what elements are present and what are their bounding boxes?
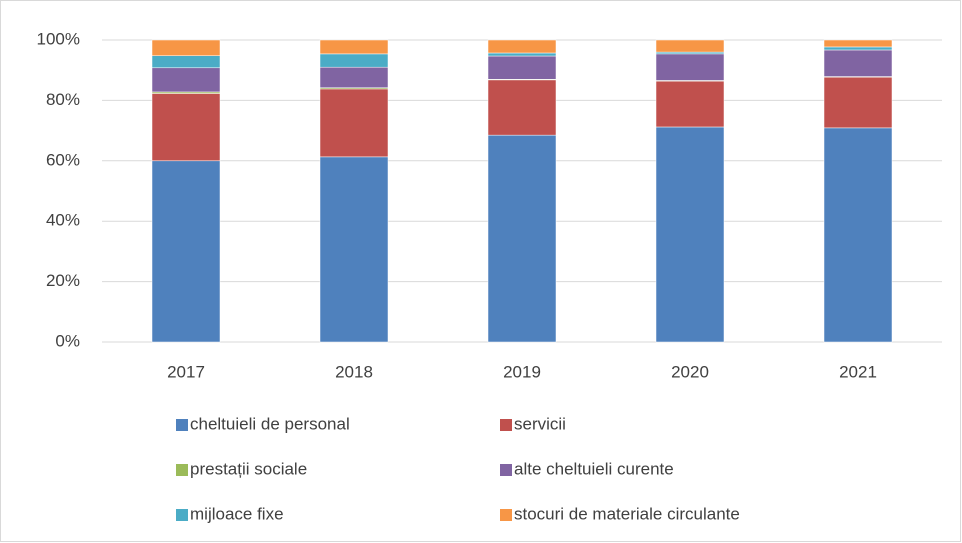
bar-segment bbox=[151, 55, 221, 69]
legend-swatch bbox=[500, 419, 512, 431]
legend-label: mijloace fixe bbox=[190, 504, 284, 523]
legend-label: stocuri de materiale circulante bbox=[514, 504, 740, 523]
bar-segment bbox=[487, 55, 557, 80]
bar-segment bbox=[319, 66, 389, 88]
bar-segment bbox=[319, 53, 389, 68]
bar-segment bbox=[823, 127, 893, 343]
y-tick-label: 0% bbox=[55, 331, 80, 350]
bar-segment bbox=[655, 51, 725, 55]
bar-segment bbox=[823, 49, 893, 77]
x-tick-label: 2021 bbox=[839, 362, 877, 381]
legend-label: servicii bbox=[514, 414, 566, 433]
bar-segment bbox=[319, 39, 389, 55]
bar-segment bbox=[319, 88, 389, 158]
legend-label: cheltuieli de personal bbox=[190, 414, 350, 433]
bar-segment bbox=[655, 53, 725, 81]
bar-segment bbox=[151, 67, 221, 93]
bar-segment bbox=[151, 93, 221, 162]
bar-segment bbox=[655, 39, 725, 53]
x-tick-label: 2019 bbox=[503, 362, 541, 381]
bar-segment bbox=[487, 52, 557, 57]
bar-segment bbox=[151, 160, 221, 343]
bar-segment bbox=[655, 80, 725, 128]
bar-segment bbox=[151, 39, 221, 56]
bar-segment bbox=[487, 134, 557, 343]
legend-swatch bbox=[500, 464, 512, 476]
bar-segment bbox=[823, 76, 893, 129]
legend-label: prestații sociale bbox=[190, 459, 307, 478]
legend-label: alte cheltuieli curente bbox=[514, 459, 674, 478]
bar-segment bbox=[487, 39, 557, 54]
y-tick-label: 20% bbox=[46, 271, 80, 290]
legend-swatch bbox=[176, 509, 188, 521]
bar-segment bbox=[319, 156, 389, 343]
y-tick-label: 100% bbox=[37, 29, 80, 48]
x-tick-label: 2017 bbox=[167, 362, 205, 381]
y-tick-label: 40% bbox=[46, 211, 80, 230]
legend-swatch bbox=[500, 509, 512, 521]
bar-segment bbox=[655, 126, 725, 343]
legend-swatch bbox=[176, 464, 188, 476]
y-tick-label: 60% bbox=[46, 150, 80, 169]
y-tick-label: 80% bbox=[46, 90, 80, 109]
legend-swatch bbox=[176, 419, 188, 431]
bar-segment bbox=[823, 39, 893, 48]
bar-segment bbox=[487, 79, 557, 136]
x-tick-label: 2018 bbox=[335, 362, 373, 381]
bar-segment bbox=[823, 46, 893, 51]
x-tick-label: 2020 bbox=[671, 362, 709, 381]
